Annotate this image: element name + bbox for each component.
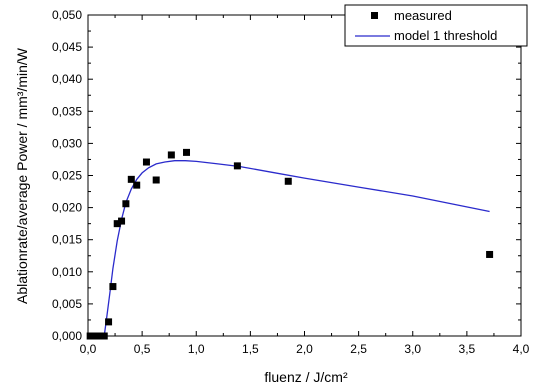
y-tick-label: 0,015 <box>52 233 82 247</box>
x-tick-label: 4,0 <box>513 342 530 356</box>
data-point-measured <box>118 217 126 225</box>
y-tick-label: 0,020 <box>52 201 82 215</box>
x-tick-label: 2,5 <box>350 342 367 356</box>
data-point-measured <box>142 158 150 166</box>
data-point-measured <box>96 332 104 340</box>
data-point-measured <box>183 148 191 156</box>
data-point-measured <box>113 220 121 228</box>
series-line-model-1-threshold <box>103 160 490 337</box>
y-tick-label: 0,025 <box>52 169 82 183</box>
y-axis-title: Ablationrate/average Power / mm³/min/W <box>14 47 30 304</box>
y-tick-label: 0,000 <box>52 329 82 343</box>
legend-label-model: model 1 threshold <box>394 28 497 43</box>
x-tick-label: 1,0 <box>188 342 205 356</box>
data-point-measured <box>133 181 141 189</box>
y-tick-label: 0,050 <box>52 8 82 22</box>
y-axis: 0,000 0,005 0,010 0,015 0,020 0,025 0,030 0,035… <box>52 8 521 343</box>
y-tick-label: 0,005 <box>52 297 82 311</box>
series-layer <box>86 148 494 340</box>
x-tick-label: 1,5 <box>242 342 259 356</box>
x-axis: 0,0 0,5 1,0 1,5 2,0 2,5 3,0 3,5 4,0 <box>80 15 530 356</box>
plot-border <box>87 14 522 337</box>
data-point-measured <box>233 162 241 170</box>
x-tick-label: 3,0 <box>404 342 421 356</box>
data-point-measured <box>109 283 117 291</box>
data-point-measured <box>122 200 130 208</box>
data-point-measured <box>152 176 160 184</box>
legend-box <box>344 4 528 47</box>
x-axis-title: fluenz / J/cm² <box>264 369 348 385</box>
plot-frame <box>87 14 522 337</box>
data-point-measured <box>127 175 135 183</box>
data-point-measured <box>105 318 113 326</box>
y-tick-label: 0,035 <box>52 104 82 118</box>
legend: measured model 1 threshold <box>344 4 528 47</box>
x-tick-label: 3,5 <box>459 342 476 356</box>
data-point-measured <box>100 332 108 340</box>
x-tick-label: 2,0 <box>296 342 313 356</box>
data-point-measured <box>486 250 494 258</box>
legend-label-measured: measured <box>394 8 452 23</box>
x-tick-label: 0,5 <box>134 342 151 356</box>
y-tick-label: 0,040 <box>52 72 82 86</box>
data-point-measured <box>167 151 175 159</box>
y-tick-label: 0,045 <box>52 40 82 54</box>
x-tick-label: 0,0 <box>80 342 97 356</box>
y-tick-label: 0,030 <box>52 136 82 150</box>
y-tick-label: 0,010 <box>52 265 82 279</box>
data-point-measured <box>284 177 292 185</box>
legend-marker-measured <box>371 12 378 19</box>
